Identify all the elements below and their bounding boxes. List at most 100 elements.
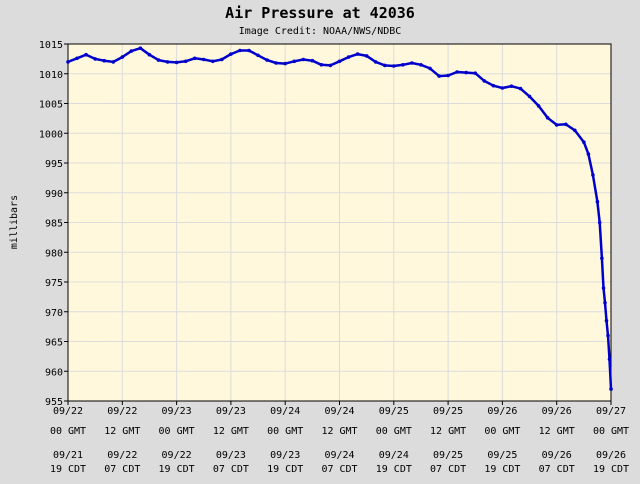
data-point [545, 116, 550, 120]
x-tick-label: 07 CDT [430, 464, 466, 475]
x-tick-label: 12 GMT [539, 426, 575, 437]
data-point [586, 152, 591, 156]
y-tick-label: 970 [45, 308, 63, 319]
y-tick-label: 975 [45, 278, 63, 289]
data-point [238, 48, 242, 53]
grid-lines [67, 43, 612, 402]
data-point [75, 56, 79, 61]
x-tick-label: 12 GMT [104, 426, 140, 437]
x-tick-label: 19 CDT [50, 464, 86, 475]
y-tick-label: 955 [45, 397, 63, 408]
data-point [373, 60, 378, 64]
data-point [603, 301, 607, 305]
data-point [437, 74, 441, 78]
chart-title: Air Pressure at 42036 [225, 4, 415, 22]
data-point [428, 66, 432, 71]
data-point [229, 52, 233, 56]
x-tick-label: 09/25 [487, 450, 517, 461]
data-point [446, 73, 450, 78]
x-tick-label: 09/24 [324, 406, 354, 417]
x-tick-label: 09/21 [53, 450, 83, 461]
data-point [111, 60, 116, 64]
y-tick-label: 980 [45, 248, 63, 259]
data-point [328, 63, 333, 68]
data-point [165, 60, 170, 64]
data-point [274, 61, 278, 65]
x-tick-label: 09/22 [107, 450, 137, 461]
data-point [220, 57, 224, 62]
data-point [355, 52, 360, 56]
x-tick-label: 09/22 [107, 406, 137, 417]
data-point [401, 63, 405, 67]
data-point [292, 59, 297, 64]
data-point [364, 54, 369, 58]
data-point [256, 53, 260, 58]
data-point [564, 122, 568, 127]
x-tick-label: 00 GMT [593, 426, 629, 437]
data-point [156, 58, 161, 62]
data-point [573, 128, 577, 133]
x-tick-label: 09/24 [379, 450, 409, 461]
data-point [595, 199, 600, 204]
y-axis-label: millibars [9, 195, 20, 249]
data-point [518, 86, 523, 91]
x-tick-label: 12 GMT [321, 426, 357, 437]
data-point [102, 58, 106, 63]
chart-subtitle: Image Credit: NOAA/NWS/NDBC [239, 26, 402, 37]
x-tick-label: 09/26 [542, 406, 572, 417]
data-point [66, 60, 70, 64]
x-tick-label: 07 CDT [213, 464, 249, 475]
x-tick-label: 09/25 [433, 450, 463, 461]
data-point [283, 61, 288, 66]
x-tick-label: 07 CDT [539, 464, 575, 475]
data-point [346, 55, 351, 59]
data-point [84, 52, 88, 57]
data-point [554, 123, 559, 127]
x-tick-label: 09/24 [270, 406, 300, 417]
data-point [129, 49, 134, 53]
data-point [174, 60, 179, 65]
data-point [410, 61, 414, 65]
data-point [192, 56, 197, 61]
data-point [138, 46, 143, 50]
y-tick-label: 1010 [39, 70, 63, 81]
data-point [536, 104, 541, 108]
data-point [383, 63, 387, 68]
x-tick-label: 19 CDT [159, 464, 195, 475]
data-point [500, 86, 505, 90]
x-tick-label: 09/23 [270, 450, 300, 461]
data-point [211, 59, 215, 64]
data-point [527, 94, 532, 99]
plot-frame [67, 43, 612, 402]
data-point [455, 70, 459, 74]
data-point [337, 59, 342, 64]
x-tick-label: 09/22 [162, 450, 192, 461]
data-point [509, 84, 514, 88]
x-tick-label: 00 GMT [484, 426, 520, 437]
x-tick-label: 19 CDT [376, 464, 412, 475]
y-axis-ticks: 1015 1010 1005 1000 995 990 985 980 975 970 965 960… [39, 40, 68, 408]
x-tick-label: 00 GMT [50, 426, 86, 437]
data-point [120, 55, 125, 59]
y-tick-label: 965 [45, 338, 63, 349]
x-tick-label: 07 CDT [104, 464, 140, 475]
data-point [319, 63, 324, 67]
data-point [93, 57, 97, 61]
x-tick-label: 19 CDT [267, 464, 303, 475]
x-tick-label: 09/23 [216, 406, 246, 417]
x-tick-label: 12 GMT [430, 426, 466, 437]
data-point [419, 63, 423, 67]
data-point [464, 70, 469, 75]
x-tick-label: 09/23 [216, 450, 246, 461]
x-tick-label: 09/25 [379, 406, 409, 417]
data-point [591, 173, 595, 177]
x-tick-label: 00 GMT [267, 426, 303, 437]
y-tick-label: 995 [45, 159, 63, 170]
data-point [202, 57, 206, 62]
data-point [606, 333, 610, 338]
data-point [265, 58, 269, 62]
data-point [609, 387, 613, 391]
y-tick-label: 960 [45, 367, 63, 378]
